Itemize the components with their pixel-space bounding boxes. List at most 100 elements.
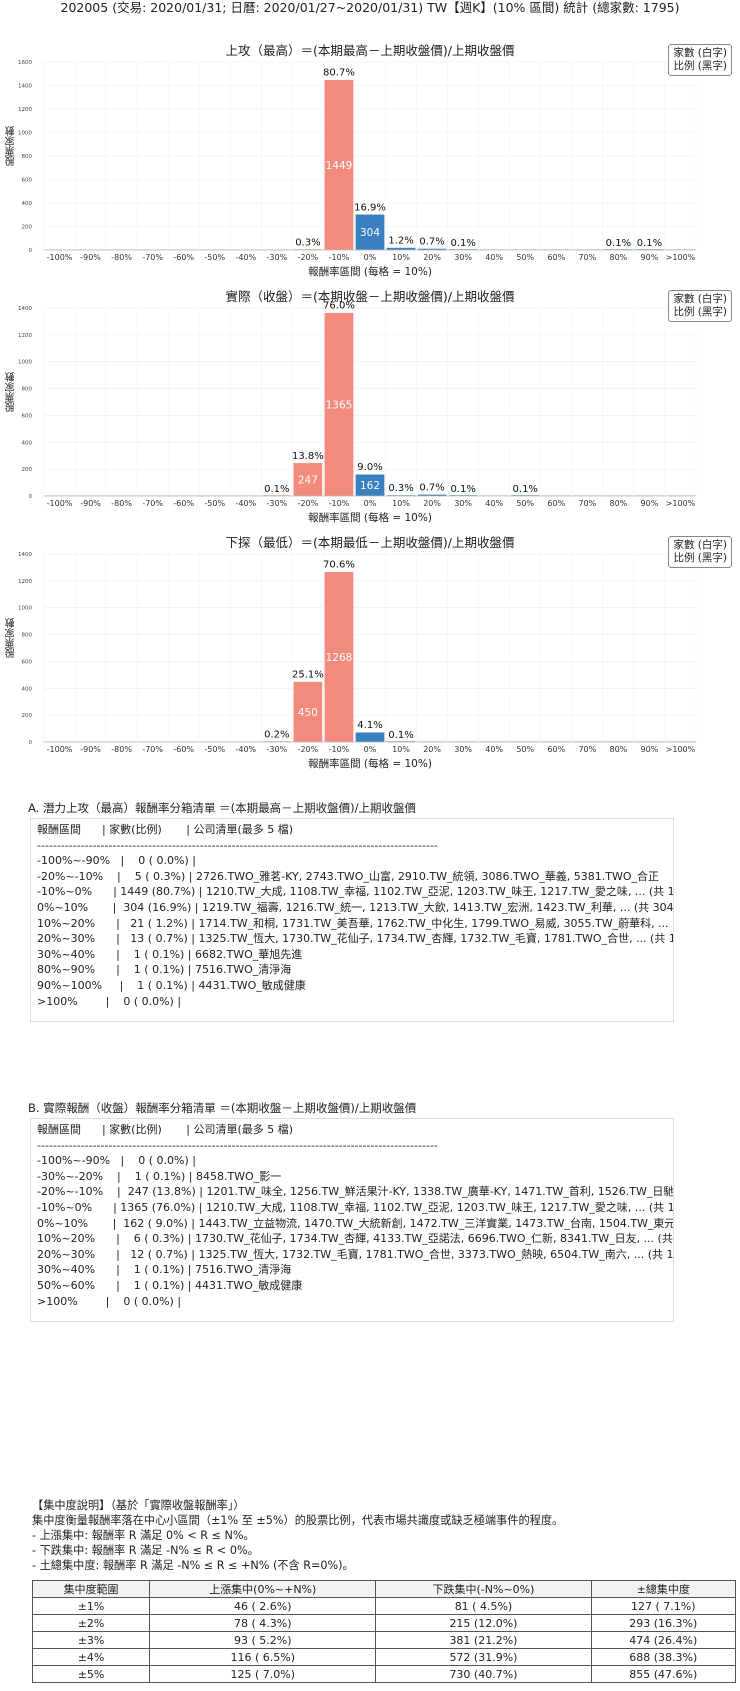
chart-high: 上攻（最高）＝(本期最高－上期收盤價)/上期收盤價 家數 (白字) 比例 (黑字… <box>0 36 740 278</box>
x-tick-label: 20% <box>423 253 441 262</box>
list-row: -20%~-10% | 5 ( 0.3%) | 2726.TWO_雅茗-KY, … <box>37 869 659 883</box>
note-line: - 上漲集中: 報酬率 R 滿足 0% < R ≤ N%。 <box>32 1529 255 1542</box>
bar-count-label: 450 <box>298 707 318 719</box>
x-tick-label: -100% <box>47 745 73 754</box>
bar <box>324 79 354 251</box>
x-tick-label: -80% <box>111 499 132 508</box>
chart-close: 實際（收盤）＝(本期收盤－上期收盤價)/上期收盤價 家數 (白字) 比例 (黑字… <box>0 282 740 524</box>
x-tick-label: 0% <box>364 745 377 754</box>
x-tick-label: -60% <box>173 745 194 754</box>
list-a-title: A. 潛力上攻（最高）報酬率分箱清單 ＝(本期最高－上期收盤價)/上期收盤價 <box>28 801 416 815</box>
y-tick-label: 1200 <box>18 333 32 339</box>
table-cell: 688 (38.3%) <box>590 1648 737 1666</box>
x-tick-label: -50% <box>204 499 225 508</box>
bar-percent-label: 0.1% <box>637 238 662 249</box>
bar-count-label: 1268 <box>326 652 353 664</box>
bar-percent-label: 0.3% <box>388 483 413 494</box>
y-tick-label: 600 <box>22 659 33 665</box>
list-row: 30%~40% | 1 ( 0.1%) | 7516.TWO_清淨海 <box>37 1263 292 1277</box>
list-a-box: 報酬區間 | 家數(比例) | 公司清單(最多 5 檔) ------------… <box>30 818 674 1022</box>
note-line: 集中度衡量報酬率落在中心小區間（±1% 至 ±5%）的股票比例，代表市場共識度或… <box>32 1514 564 1527</box>
table-cell: 381 (21.2%) <box>375 1631 592 1649</box>
list-row: >100% | 0 ( 0.0%) | <box>37 1294 182 1308</box>
x-tick-label: 20% <box>423 745 441 754</box>
table-cell: ±2% <box>31 1614 151 1632</box>
x-tick-label: -40% <box>235 745 256 754</box>
x-tick-label: -90% <box>80 745 101 754</box>
table-row: ±1% 46 ( 2.6%) 81 ( 4.5%) 127 ( 7.1%) <box>31 1597 737 1615</box>
y-tick-label: 200 <box>22 467 33 473</box>
x-tick-label: -30% <box>267 499 288 508</box>
x-tick-label: -100% <box>47 253 73 262</box>
concentration-note: 【集中度說明】（基於「實際收盤報酬率」） 集中度衡量報酬率落在中心小區間（±1% … <box>32 1498 563 1573</box>
list-row: 報酬區間 | 家數(比例) | 公司清單(最多 5 檔) <box>37 823 294 836</box>
x-tick-label: -50% <box>204 745 225 754</box>
table-cell: ±3% <box>31 1631 151 1649</box>
y-tick-label: 800 <box>22 633 33 639</box>
list-row: 10%~20% | 21 ( 1.2%) | 1714.TW_和桐, 1731.… <box>37 916 674 930</box>
y-tick-label: 1000 <box>18 606 32 612</box>
note-line: 【集中度說明】（基於「實際收盤報酬率」） <box>32 1499 245 1512</box>
legend-count: 家數 (白字) <box>673 539 727 551</box>
x-tick-label: 60% <box>547 253 565 262</box>
y-tick-label: 400 <box>22 686 33 692</box>
chart-legend: 家數 (白字) 比例 (黑字) <box>668 290 732 322</box>
chart-svg: 0 200 400 600 800 1000 1200 1400 1600 -100% -90% -8… <box>18 60 697 262</box>
bar-percent-label: 0.1% <box>264 484 289 495</box>
x-tick-label: >100% <box>666 253 696 262</box>
col-header: 上漲集中(0%~+N%) <box>149 1580 377 1598</box>
x-tick-label: 10% <box>392 253 410 262</box>
list-row: 30%~40% | 1 ( 0.1%) | 6682.TWO_華旭先進 <box>37 947 303 961</box>
bar-percent-label: 0.1% <box>450 238 475 249</box>
x-tick-label: -80% <box>111 253 132 262</box>
x-tick-label: 0% <box>364 499 377 508</box>
table-cell: 855 (47.6%) <box>590 1665 737 1683</box>
bar-percent-label: 0.7% <box>419 482 444 493</box>
table-cell: ±4% <box>31 1648 151 1666</box>
y-tick-label: 0 <box>29 494 33 500</box>
x-tick-label: -30% <box>267 745 288 754</box>
table-cell: 293 (16.3%) <box>590 1614 737 1632</box>
bar-percent-label: 13.8% <box>292 451 324 462</box>
bar-percent-label: 0.1% <box>388 730 413 741</box>
y-tick-label: 1400 <box>18 306 32 312</box>
legend-count: 家數 (白字) <box>673 47 727 59</box>
x-axis-label: 報酬率區間 (每格 = 10%) <box>308 758 432 770</box>
x-tick-label: 10% <box>392 499 410 508</box>
x-tick-label: 30% <box>454 499 472 508</box>
y-tick-label: 200 <box>22 225 33 231</box>
bar-percent-label: 1.2% <box>388 236 413 247</box>
col-header: 集中度範圍 <box>31 1580 151 1598</box>
x-tick-label: 50% <box>516 499 534 508</box>
bar-count-label: 304 <box>360 227 380 239</box>
x-tick-label: -60% <box>173 253 194 262</box>
chart-legend: 家數 (白字) 比例 (黑字) <box>668 44 732 76</box>
chart-svg: 0 200 400 600 800 1000 1200 1400 -100% -90% -80% -7… <box>18 552 697 754</box>
x-tick-label: 30% <box>454 253 472 262</box>
legend-ratio: 比例 (黑字) <box>673 306 727 318</box>
x-axis-label: 報酬率區間 (每格 = 10%) <box>308 512 432 524</box>
bar-percent-label: 9.0% <box>357 462 382 473</box>
legend-ratio: 比例 (黑字) <box>673 60 727 72</box>
table-cell: 93 ( 5.2%) <box>149 1631 377 1649</box>
x-tick-label: 90% <box>641 499 659 508</box>
bar-percent-label: 0.1% <box>450 484 475 495</box>
x-tick-label: -50% <box>204 253 225 262</box>
legend-count: 家數 (白字) <box>673 293 727 305</box>
y-tick-label: 0 <box>29 740 33 746</box>
x-tick-label: 30% <box>454 745 472 754</box>
bar <box>355 214 385 251</box>
table-cell: 730 (40.7%) <box>375 1665 592 1683</box>
x-tick-label: -70% <box>142 499 163 508</box>
bar-percent-label: 0.7% <box>419 236 444 247</box>
bar <box>324 571 354 743</box>
table-row: ±3% 93 ( 5.2%) 381 (21.2%) 474 (26.4%) <box>31 1631 737 1649</box>
chart-legend: 家數 (白字) 比例 (黑字) <box>668 536 732 568</box>
x-tick-label: 60% <box>547 499 565 508</box>
x-tick-label: 80% <box>609 253 627 262</box>
chart-title: 下探（最低）＝(本期最低－上期收盤價)/上期收盤價 <box>225 535 515 550</box>
x-tick-label: -20% <box>298 253 319 262</box>
list-row: 0%~10% | 162 ( 9.0%) | 1443.TW_立益物流, 147… <box>37 1216 674 1230</box>
note-line: - 土總集中度: 報酬率 R 滿足 -N% ≤ R ≤ +N% (不含 R=0%… <box>32 1559 354 1572</box>
list-row: 80%~90% | 1 ( 0.1%) | 7516.TWO_清淨海 <box>37 963 292 977</box>
